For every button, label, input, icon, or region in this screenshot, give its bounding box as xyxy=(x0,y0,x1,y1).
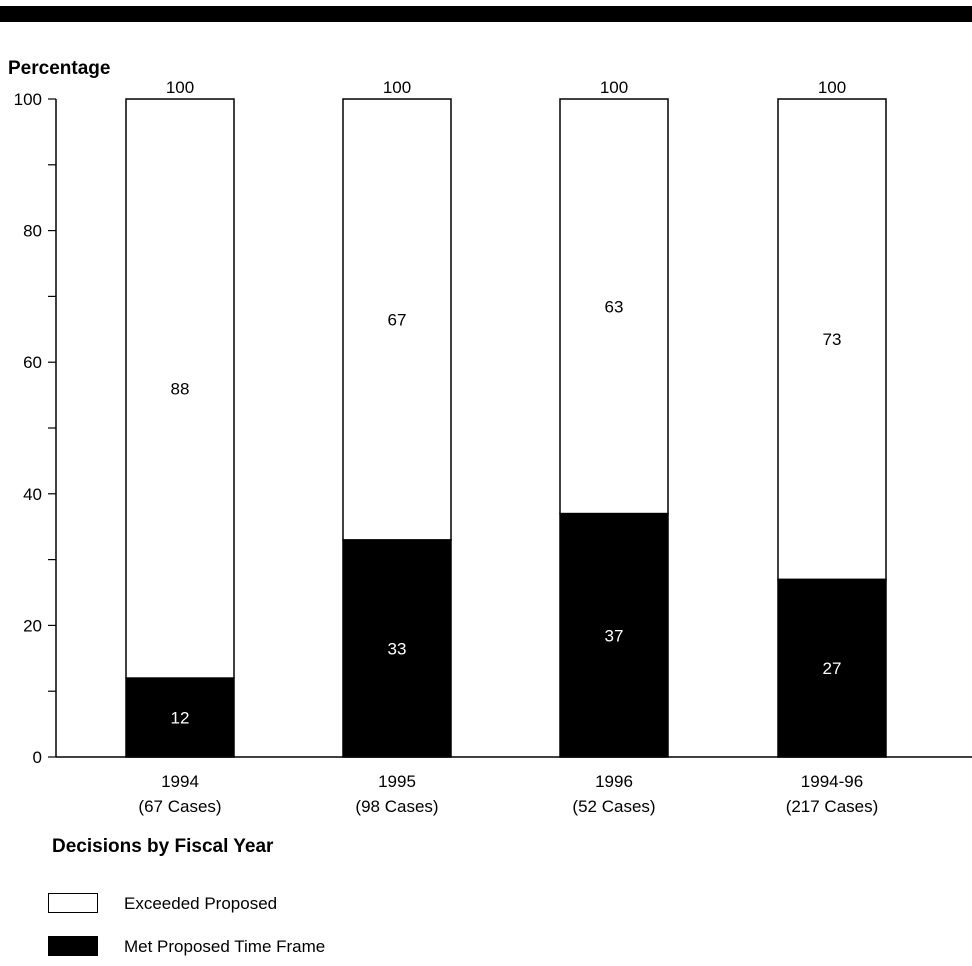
bar-label-met: 27 xyxy=(823,659,842,678)
x-tick-sublabel: (98 Cases) xyxy=(355,797,438,816)
bar-total-label: 100 xyxy=(383,78,411,97)
y-axis-title: Percentage xyxy=(8,58,111,79)
header-rule xyxy=(0,6,972,22)
x-tick-label: 1996 xyxy=(595,772,633,791)
bar-total-label: 100 xyxy=(166,78,194,97)
y-tick-label: 60 xyxy=(23,353,42,372)
bar-label-met: 37 xyxy=(605,626,624,645)
bar-exceeded xyxy=(125,98,235,679)
legend-swatch-exceeded xyxy=(48,893,98,913)
bar-met xyxy=(559,512,669,758)
bar-label-exceeded: 88 xyxy=(171,380,190,399)
legend-label-exceeded: Exceeded Proposed xyxy=(124,894,278,913)
bar-label-exceeded: 73 xyxy=(823,330,842,349)
bar-label-exceeded: 63 xyxy=(605,297,624,316)
bar-total-label: 100 xyxy=(600,78,628,97)
x-tick-label: 1994 xyxy=(161,772,199,791)
y-tick-label: 100 xyxy=(14,90,42,109)
x-tick-sublabel: (217 Cases) xyxy=(786,797,879,816)
bar-exceeded xyxy=(777,98,887,581)
x-tick-sublabel: (52 Cases) xyxy=(572,797,655,816)
y-tick-label: 80 xyxy=(23,222,42,241)
legend-label-met: Met Proposed Time Frame xyxy=(124,937,326,956)
bar-exceeded xyxy=(342,98,452,541)
bar-total-label: 100 xyxy=(818,78,846,97)
x-tick-label: 1994-96 xyxy=(801,772,863,791)
bar-label-met: 33 xyxy=(388,639,407,658)
bar-exceeded xyxy=(559,98,669,515)
y-tick-label: 40 xyxy=(23,485,42,504)
stacked-bar-chart: 0 20 40 60 80 100 12 88 100 1994 (67 Cases) 33 67 100… xyxy=(14,78,972,816)
y-tick-label: 0 xyxy=(33,748,42,767)
bar-met xyxy=(777,578,887,758)
x-tick-sublabel: (67 Cases) xyxy=(138,797,221,816)
bar-label-exceeded: 67 xyxy=(388,310,407,329)
bar-label-met: 12 xyxy=(171,709,190,728)
legend-swatch-met xyxy=(48,936,98,956)
y-tick-label: 20 xyxy=(23,616,42,635)
x-axis-title: Decisions by Fiscal Year xyxy=(52,836,274,857)
x-tick-label: 1995 xyxy=(378,772,416,791)
